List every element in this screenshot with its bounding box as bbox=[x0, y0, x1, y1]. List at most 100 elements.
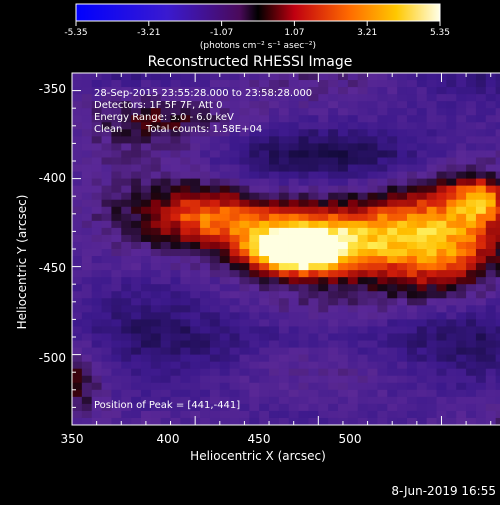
heatmap-cell bbox=[190, 249, 201, 257]
heatmap-cell bbox=[170, 150, 181, 158]
heatmap-cell bbox=[160, 340, 172, 349]
heatmap-cell bbox=[485, 249, 497, 257]
heatmap-cell bbox=[495, 178, 500, 187]
heatmap-cell bbox=[436, 375, 447, 384]
heatmap-cell bbox=[209, 396, 221, 405]
heatmap-cell bbox=[475, 234, 487, 243]
heatmap-cell bbox=[357, 333, 369, 342]
heatmap-cell bbox=[72, 108, 83, 116]
heatmap-cell bbox=[121, 284, 132, 292]
heatmap-cell bbox=[466, 87, 477, 95]
heatmap-cell bbox=[436, 347, 447, 356]
heatmap-cell bbox=[150, 389, 162, 398]
heatmap-cell bbox=[485, 347, 497, 356]
heatmap-cell bbox=[308, 277, 319, 285]
heatmap-cell bbox=[347, 403, 359, 412]
heatmap-cell bbox=[209, 319, 221, 327]
heatmap-cell bbox=[456, 192, 467, 201]
heatmap-cell bbox=[81, 150, 93, 158]
heatmap-cell bbox=[91, 284, 103, 292]
heatmap-cell bbox=[111, 270, 122, 278]
heatmap-cell bbox=[219, 354, 231, 363]
heatmap-cell bbox=[347, 129, 359, 137]
heatmap-cell bbox=[140, 249, 152, 257]
heatmap-cell bbox=[131, 143, 142, 151]
heatmap-cell bbox=[357, 354, 369, 363]
heatmap-cell bbox=[121, 192, 132, 201]
heatmap-cell bbox=[318, 417, 329, 425]
heatmap-cell bbox=[91, 368, 103, 377]
heatmap-cell bbox=[456, 305, 467, 313]
heatmap-cell bbox=[426, 206, 438, 215]
heatmap-cell bbox=[200, 143, 211, 151]
heatmap-cell bbox=[140, 347, 152, 356]
heatmap-cell bbox=[170, 270, 181, 278]
heatmap-cell bbox=[475, 185, 487, 194]
heatmap-cell bbox=[485, 206, 497, 215]
heatmap-cell bbox=[338, 319, 349, 327]
heatmap-cell bbox=[209, 347, 221, 356]
heatmap-cell bbox=[111, 396, 122, 405]
heatmap-cell bbox=[338, 115, 349, 123]
heatmap-cell bbox=[101, 122, 112, 130]
heatmap-cell bbox=[466, 375, 477, 384]
heatmap-cell bbox=[328, 333, 339, 342]
heatmap-cell bbox=[466, 234, 477, 243]
heatmap-cell bbox=[416, 340, 428, 349]
heatmap-cell bbox=[190, 319, 201, 327]
heatmap-cell bbox=[426, 312, 438, 320]
heatmap-cell bbox=[121, 108, 132, 116]
heatmap-cell bbox=[298, 270, 309, 278]
heatmap-cell bbox=[150, 256, 162, 264]
heatmap-cell bbox=[269, 115, 280, 123]
heatmap-cell bbox=[288, 354, 300, 363]
heatmap-cell bbox=[338, 312, 349, 320]
heatmap-cell bbox=[347, 73, 359, 81]
heatmap-cell bbox=[229, 319, 240, 327]
heatmap-cell bbox=[278, 417, 290, 425]
heatmap-cell bbox=[239, 164, 250, 173]
heatmap-cell bbox=[288, 115, 300, 123]
heatmap-cell bbox=[406, 396, 418, 405]
heatmap-cell bbox=[387, 277, 398, 285]
heatmap-cell bbox=[160, 206, 172, 215]
heatmap-cell bbox=[190, 122, 201, 130]
heatmap-cell bbox=[180, 291, 191, 299]
heatmap-cell bbox=[131, 129, 142, 137]
heatmap-cell bbox=[131, 368, 142, 377]
heatmap-cell bbox=[121, 298, 132, 306]
heatmap-cell bbox=[328, 192, 339, 201]
heatmap-cell bbox=[170, 284, 181, 292]
heatmap-cell bbox=[338, 213, 349, 222]
heatmap-cell bbox=[91, 375, 103, 384]
heatmap-cell bbox=[377, 382, 388, 391]
heatmap-cell bbox=[131, 87, 142, 95]
heatmap-cell bbox=[357, 340, 369, 349]
heatmap-cell bbox=[416, 326, 428, 334]
heatmap-cell bbox=[318, 234, 329, 243]
heatmap-cell bbox=[446, 389, 457, 398]
heatmap-cell bbox=[91, 263, 103, 271]
heatmap-cell bbox=[377, 108, 388, 116]
heatmap-cell bbox=[111, 101, 122, 109]
heatmap-cell bbox=[446, 192, 457, 201]
heatmap-cell bbox=[475, 101, 487, 109]
heatmap-cell bbox=[338, 80, 349, 88]
heatmap-cell bbox=[278, 361, 290, 370]
heatmap-cell bbox=[190, 256, 201, 264]
heatmap-cell bbox=[416, 108, 428, 116]
heatmap-cell bbox=[456, 171, 467, 180]
heatmap-cell bbox=[475, 284, 487, 292]
heatmap-cell bbox=[249, 410, 260, 419]
heatmap-cell bbox=[160, 417, 172, 425]
heatmap-cell bbox=[219, 277, 231, 285]
heatmap-cell bbox=[131, 178, 142, 187]
heatmap-cell bbox=[288, 284, 300, 292]
heatmap-cell bbox=[308, 192, 319, 201]
heatmap-cell bbox=[475, 108, 487, 116]
heatmap-cell bbox=[416, 410, 428, 419]
heatmap-cell bbox=[456, 185, 467, 194]
heatmap-cell bbox=[229, 256, 240, 264]
heatmap-cell bbox=[150, 263, 162, 271]
heatmap-cell bbox=[466, 94, 477, 102]
